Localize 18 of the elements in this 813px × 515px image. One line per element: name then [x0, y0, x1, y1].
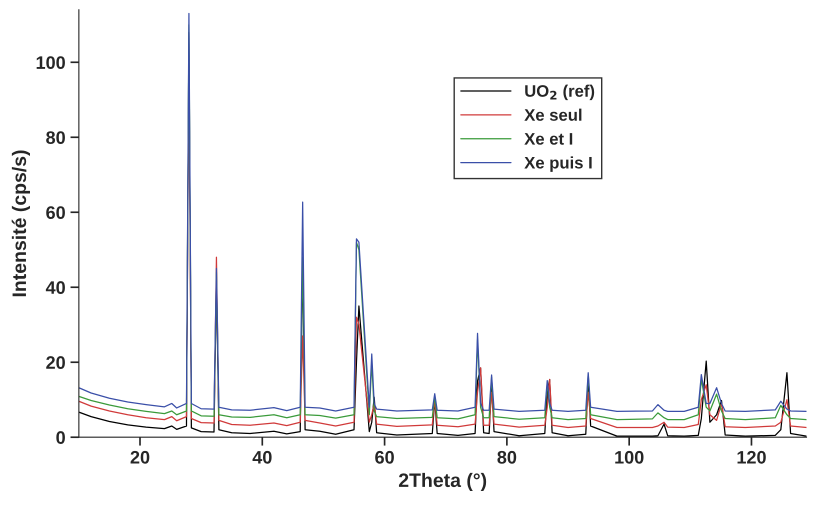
- y-tick-label: 80: [46, 131, 65, 144]
- legend-label: Xe puis I: [524, 156, 592, 172]
- y-tick-label: 40: [46, 281, 65, 294]
- legend-label: Xe seul: [524, 108, 582, 121]
- y-tick-label: 100: [36, 56, 65, 69]
- x-tick-label: 20: [130, 450, 150, 464]
- y-tick-label: 60: [46, 206, 65, 219]
- x-axis-title: 2Theta (°): [398, 472, 486, 491]
- x-tick-label: 100: [615, 450, 644, 464]
- x-tick-label: 80: [497, 450, 516, 464]
- legend-label: UO$_{2}$ (ref): [525, 84, 594, 100]
- legend-label: Xe et I: [524, 133, 572, 145]
- y-tick-label: 20: [46, 356, 65, 369]
- y-tick-label: 0: [56, 431, 65, 444]
- x-tick-label: 120: [738, 450, 766, 464]
- y-axis-title: Intensité (cps/s): [12, 150, 30, 296]
- x-tick-label: 40: [252, 450, 272, 464]
- x-tick-label: 60: [375, 450, 394, 464]
